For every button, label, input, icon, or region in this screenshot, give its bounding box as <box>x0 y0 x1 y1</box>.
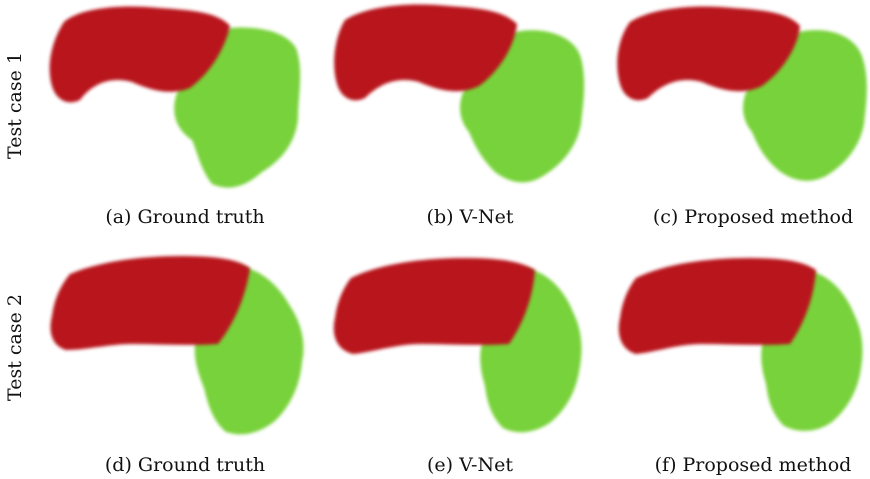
caption-e: (e) V-Net <box>325 454 615 476</box>
segmentation-render-c <box>617 6 867 181</box>
row-label-test-case-1: Test case 1 <box>2 10 28 200</box>
caption-tag: (f) <box>654 454 677 476</box>
segmentation-render-b <box>334 4 585 183</box>
segmentation-render-a <box>49 6 301 188</box>
segmentation-render-f <box>618 258 863 431</box>
panel-a: (a) Ground truth <box>40 0 330 230</box>
caption-text: Proposed method <box>684 206 854 228</box>
panel-f: (f) Proposed method <box>608 248 870 478</box>
caption-tag: (a) <box>105 206 132 228</box>
caption-text: Ground truth <box>137 454 266 476</box>
segmentation-render-d <box>50 256 304 435</box>
caption-d: (d) Ground truth <box>40 454 330 476</box>
caption-a: (a) Ground truth <box>40 206 330 228</box>
caption-tag: (b) <box>426 206 454 228</box>
panel-c: (c) Proposed method <box>608 0 870 230</box>
row-label-test-case-2: Test case 2 <box>2 252 28 442</box>
caption-tag: (c) <box>652 206 679 228</box>
caption-text: Ground truth <box>137 206 265 228</box>
row-label-text: Test case 2 <box>4 293 26 401</box>
caption-text: V-Net <box>459 454 513 476</box>
caption-b: (b) V-Net <box>325 206 615 228</box>
caption-text: Proposed method <box>682 454 852 476</box>
panel-d: (d) Ground truth <box>40 248 330 478</box>
caption-c: (c) Proposed method <box>608 206 870 228</box>
caption-f: (f) Proposed method <box>608 454 870 476</box>
row-label-text: Test case 1 <box>4 51 26 159</box>
caption-text: V-Net <box>459 206 514 228</box>
segmentation-render-e <box>333 258 582 433</box>
caption-tag: (d) <box>104 454 132 476</box>
panel-b: (b) V-Net <box>325 0 615 230</box>
panel-e: (e) V-Net <box>325 248 615 478</box>
caption-tag: (e) <box>427 454 454 476</box>
